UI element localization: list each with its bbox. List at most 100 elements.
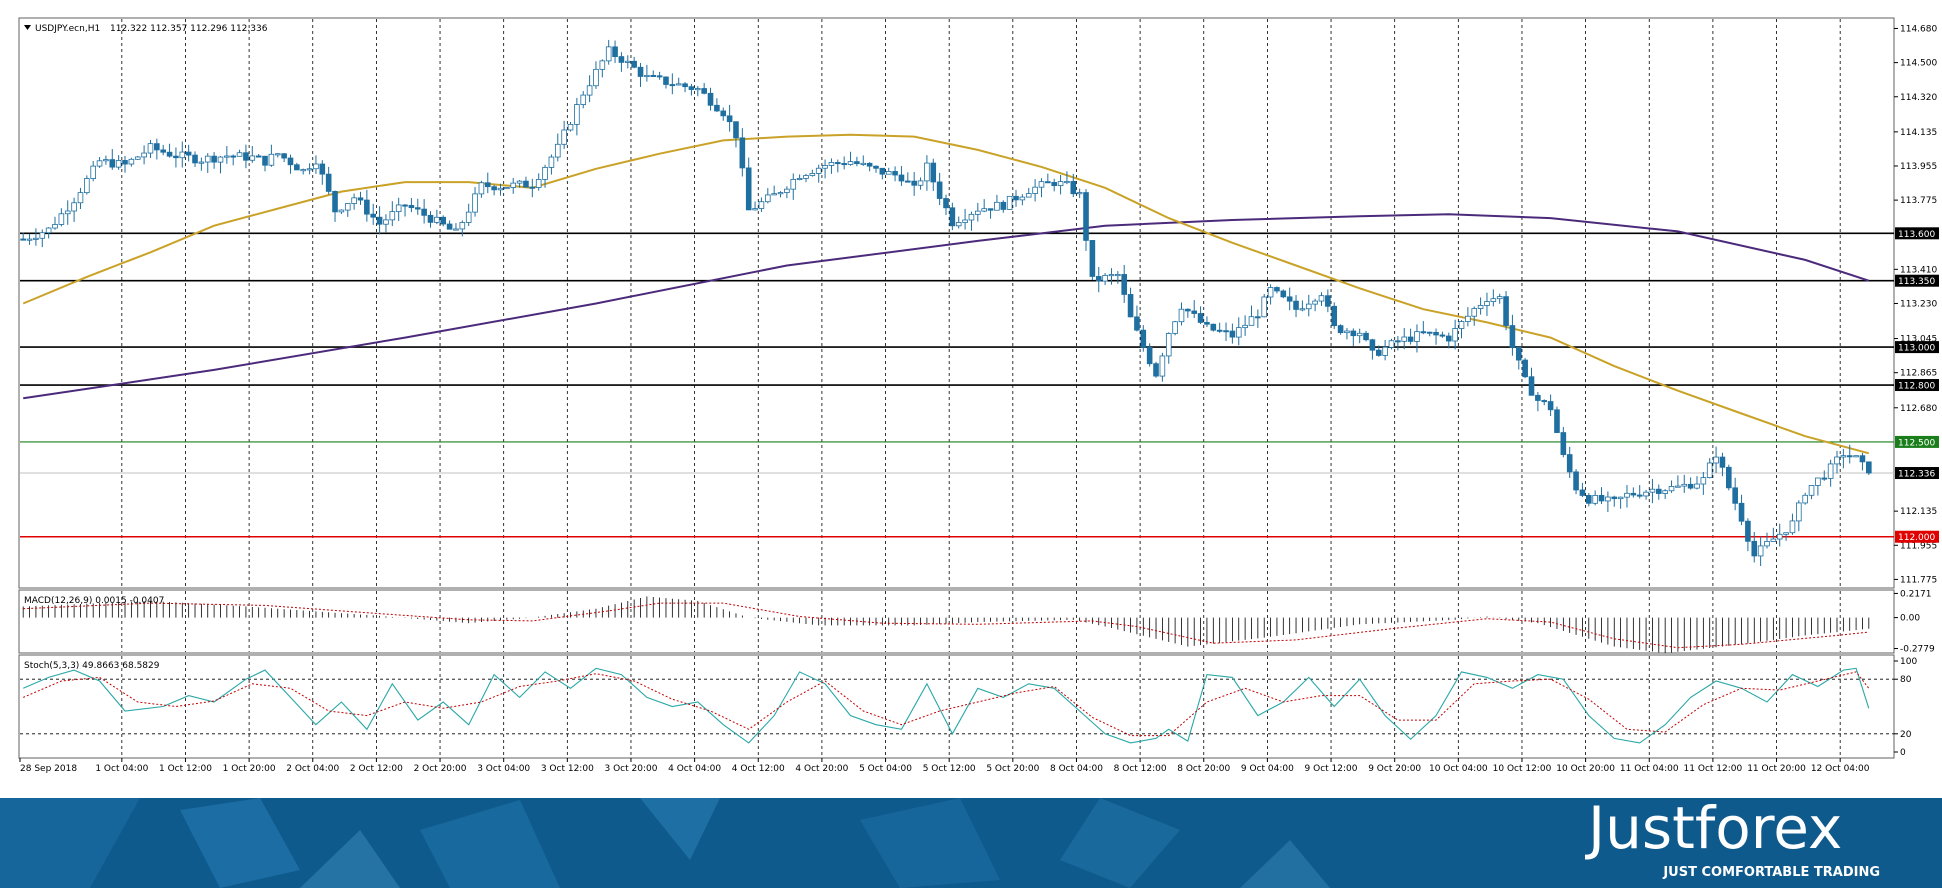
- candle-body: [1083, 192, 1089, 241]
- horizontal-levels: [20, 232, 1894, 538]
- candle-body: [179, 151, 186, 159]
- candle-body: [459, 222, 466, 230]
- candle-body: [841, 163, 847, 166]
- candle-body: [879, 167, 886, 175]
- x-tick-label: 11 Oct 12:00: [1684, 764, 1743, 774]
- candle-body: [1643, 491, 1649, 497]
- candle-body: [1796, 502, 1802, 522]
- candle: [370, 203, 377, 225]
- candle-body: [1127, 294, 1134, 318]
- candle-body: [1496, 296, 1503, 300]
- macd-tick-label: 0.00: [1900, 614, 1920, 624]
- candle-body: [561, 129, 567, 145]
- candle-body: [936, 181, 943, 199]
- candle-body: [395, 204, 402, 213]
- level-label: 112.500: [1898, 438, 1935, 448]
- candle: [1509, 314, 1516, 356]
- candle: [822, 159, 828, 179]
- candle: [1337, 324, 1344, 335]
- candle-body: [96, 160, 103, 167]
- candle-body: [574, 104, 580, 125]
- candle: [77, 187, 84, 210]
- candle: [1172, 320, 1178, 336]
- candle: [1643, 489, 1649, 500]
- candle: [134, 155, 141, 160]
- candle-body: [1827, 463, 1834, 479]
- level-label: 113.000: [1898, 344, 1935, 354]
- candle-body: [790, 179, 797, 190]
- candle: [1433, 328, 1439, 345]
- candle-body: [745, 167, 752, 211]
- candle-body: [389, 211, 396, 221]
- candle: [1496, 293, 1503, 304]
- candle-body: [236, 152, 243, 157]
- candle-body: [1401, 336, 1408, 342]
- candle-body: [1573, 471, 1579, 491]
- x-tick-label: 9 Oct 12:00: [1305, 764, 1358, 774]
- candle: [1274, 286, 1280, 294]
- candle-body: [796, 178, 803, 181]
- candle-body: [370, 213, 377, 218]
- x-tick-label: 5 Oct 20:00: [986, 764, 1039, 774]
- candle: [924, 155, 930, 191]
- candle-body: [535, 179, 542, 188]
- candle: [1115, 271, 1121, 284]
- candle-body: [1490, 298, 1497, 302]
- candle-body: [39, 232, 46, 239]
- candle: [688, 83, 695, 96]
- candle: [274, 153, 281, 158]
- candle-body: [720, 110, 727, 117]
- candle: [1815, 477, 1821, 496]
- candle-body: [1305, 303, 1312, 310]
- candle-body: [1414, 331, 1420, 342]
- candle: [1178, 302, 1185, 326]
- candle: [357, 191, 364, 205]
- x-tick-label: 3 Oct 04:00: [477, 764, 530, 774]
- candle: [1738, 494, 1745, 526]
- candle: [860, 155, 867, 166]
- candle-body: [694, 88, 701, 91]
- candle: [1331, 302, 1338, 329]
- symbol-dropdown-icon[interactable]: [24, 25, 31, 30]
- candle: [1057, 174, 1064, 195]
- candle-body: [294, 164, 300, 171]
- stoch-signal-line: [23, 671, 1870, 737]
- candle-body: [1815, 477, 1821, 486]
- candle-body: [1783, 532, 1789, 535]
- candle-body: [128, 158, 135, 165]
- candle: [1611, 495, 1618, 507]
- candle: [866, 162, 873, 172]
- candle-body: [529, 186, 536, 189]
- candle: [103, 155, 109, 165]
- candle-body: [981, 208, 987, 212]
- candle: [637, 62, 644, 87]
- candle-body: [141, 152, 147, 158]
- candle-body: [103, 159, 109, 162]
- stoch-pane-frame: [18, 654, 1895, 759]
- x-tick-label: 8 Oct 12:00: [1114, 764, 1167, 774]
- candle-body: [1280, 290, 1287, 298]
- candle: [529, 178, 536, 198]
- candle: [733, 121, 739, 148]
- x-tick-label: 3 Oct 12:00: [541, 764, 594, 774]
- candle-body: [542, 167, 548, 180]
- candle-body: [644, 74, 650, 77]
- candle-body: [1764, 541, 1770, 547]
- candle-body: [1185, 308, 1191, 312]
- candle: [1528, 367, 1535, 396]
- candle: [338, 209, 345, 214]
- candle-body: [1153, 363, 1159, 377]
- candle: [325, 166, 332, 195]
- candle: [33, 228, 39, 246]
- candle-body: [414, 207, 421, 210]
- candle: [885, 167, 892, 175]
- candle-body: [1662, 490, 1668, 494]
- candle: [1866, 461, 1872, 475]
- candle-body: [1070, 181, 1077, 195]
- candle-body: [325, 173, 332, 192]
- y-tick-label: 113.775: [1900, 196, 1937, 206]
- candle-body: [631, 60, 637, 68]
- candle-body: [1076, 192, 1083, 195]
- candle-body: [930, 162, 937, 183]
